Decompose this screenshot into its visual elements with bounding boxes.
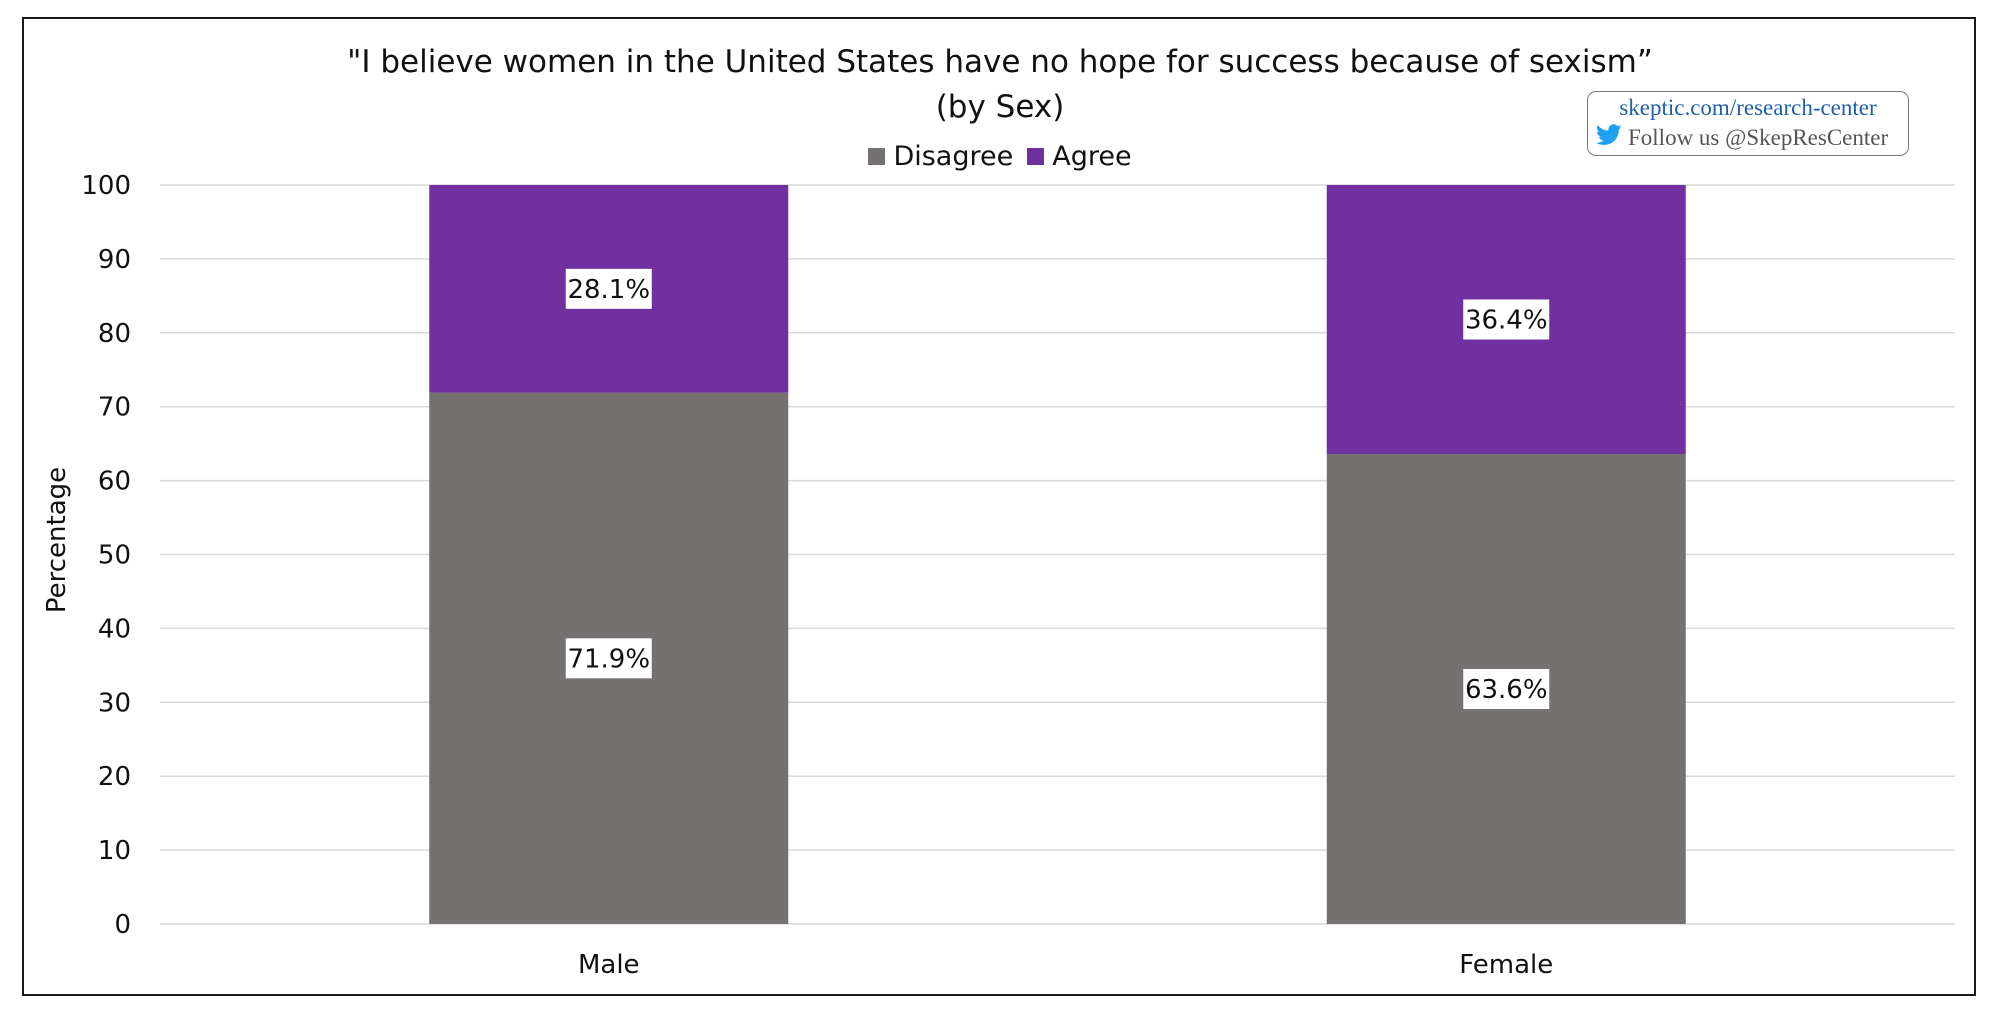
y-tick-label: 60	[98, 467, 131, 497]
twitter-bird-icon	[1595, 124, 1622, 152]
y-tick-label: 70	[98, 393, 131, 423]
data-label: 36.4%	[1465, 305, 1548, 335]
data-label-box	[1463, 299, 1550, 340]
legend-label-agree: Agree	[1052, 141, 1132, 172]
source-url[interactable]: skeptic.com/research-center	[1619, 95, 1877, 120]
y-tick-label: 50	[98, 541, 131, 571]
chart-legend: Disagree Agree	[0, 141, 2000, 172]
data-label-box	[565, 268, 652, 309]
chart-subtitle: (by Sex)	[935, 89, 1065, 125]
y-tick-label: 0	[114, 910, 131, 940]
y-tick-label: 100	[81, 171, 131, 201]
legend-swatch-agree	[1027, 148, 1045, 165]
data-label: 28.1%	[567, 275, 650, 305]
y-tick-label: 20	[98, 762, 131, 792]
legend-swatch-disagree	[868, 148, 886, 165]
data-label: 63.6%	[1465, 675, 1548, 705]
y-tick-label: 10	[98, 836, 131, 866]
follow-line: Follow us @SkepResCenter	[1595, 124, 1889, 152]
x-tick-label: Female	[1459, 950, 1553, 980]
chart-title: "I believe women in the United States ha…	[347, 44, 1653, 80]
x-tick-label: Male	[578, 950, 640, 980]
legend-label-disagree: Disagree	[893, 141, 1014, 172]
y-tick-label: 40	[98, 614, 131, 644]
data-label: 71.9%	[567, 644, 650, 674]
legend-item-agree: Agree	[1027, 141, 1132, 172]
y-axis-label: Percentage	[42, 467, 72, 613]
y-tick-label: 30	[98, 688, 131, 718]
data-label-box	[1463, 668, 1550, 709]
y-tick-label: 90	[98, 245, 131, 275]
data-label-box	[565, 638, 652, 679]
source-badge: skeptic.com/research-center Follow us @S…	[1587, 91, 1909, 156]
follow-text: Follow us @SkepResCenter	[1628, 125, 1889, 150]
y-tick-label: 80	[98, 319, 131, 349]
legend-item-disagree: Disagree	[868, 141, 1013, 172]
